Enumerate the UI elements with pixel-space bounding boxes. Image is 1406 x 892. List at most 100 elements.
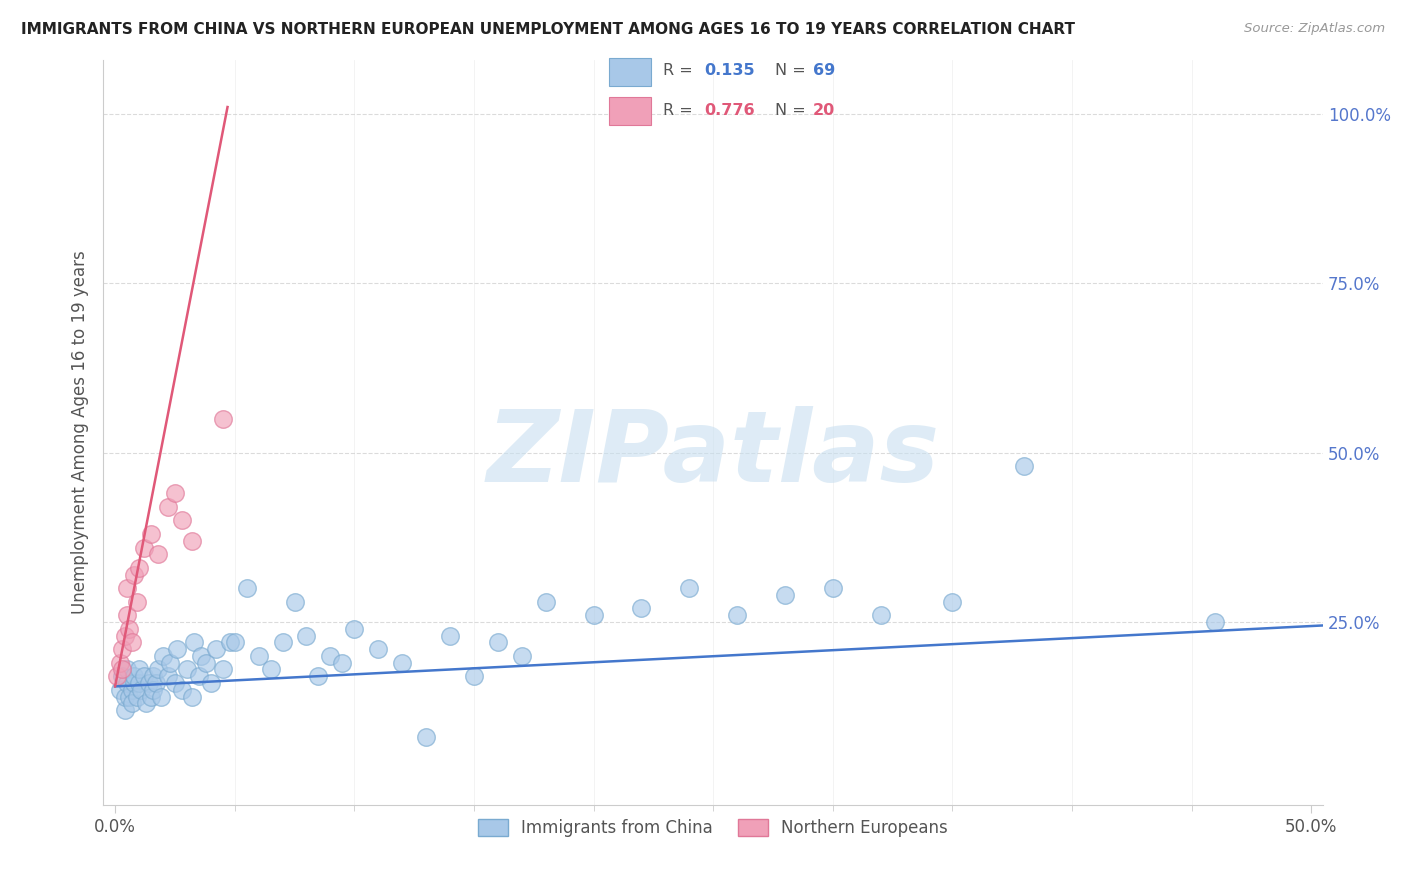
Point — [114, 703, 136, 717]
Text: N =: N = — [775, 63, 811, 78]
Point — [170, 513, 193, 527]
Point — [142, 669, 165, 683]
Point — [145, 676, 167, 690]
Point — [367, 642, 389, 657]
Point — [142, 682, 165, 697]
Point — [330, 656, 353, 670]
Point — [176, 663, 198, 677]
Text: Source: ZipAtlas.com: Source: ZipAtlas.com — [1244, 22, 1385, 36]
Point — [107, 669, 129, 683]
Point — [180, 690, 202, 704]
Point — [125, 595, 148, 609]
Point — [108, 682, 131, 697]
Point — [319, 648, 342, 663]
Bar — [609, 97, 651, 125]
Point — [180, 533, 202, 548]
Point — [139, 690, 162, 704]
Point — [131, 682, 153, 697]
Point — [678, 581, 700, 595]
Point — [1205, 615, 1227, 629]
Point — [111, 642, 134, 657]
Point — [163, 486, 186, 500]
Point — [211, 411, 233, 425]
Point — [190, 648, 212, 663]
Point — [121, 635, 143, 649]
Point — [271, 635, 294, 649]
Point — [869, 608, 891, 623]
Point — [118, 690, 141, 704]
Point — [187, 669, 209, 683]
Point — [146, 547, 169, 561]
Point — [111, 663, 134, 677]
Point — [195, 656, 218, 670]
Point — [121, 682, 143, 697]
Point — [115, 676, 138, 690]
Point — [211, 663, 233, 677]
Point — [115, 608, 138, 623]
Point — [132, 541, 155, 555]
Point — [166, 642, 188, 657]
Point — [114, 690, 136, 704]
Point — [283, 595, 305, 609]
Point — [114, 629, 136, 643]
Point — [139, 527, 162, 541]
Point — [630, 601, 652, 615]
Point — [224, 635, 246, 649]
Text: 0.776: 0.776 — [704, 103, 755, 118]
Legend: Immigrants from China, Northern Europeans: Immigrants from China, Northern European… — [470, 810, 956, 845]
Text: N =: N = — [775, 103, 811, 118]
Text: R =: R = — [662, 103, 697, 118]
Point — [200, 676, 222, 690]
Point — [170, 682, 193, 697]
Point — [122, 669, 145, 683]
Point — [128, 663, 150, 677]
Point — [941, 595, 963, 609]
Point — [486, 635, 509, 649]
Point — [773, 588, 796, 602]
Point — [122, 567, 145, 582]
Point — [463, 669, 485, 683]
Point — [156, 669, 179, 683]
Point — [259, 663, 281, 677]
Point — [582, 608, 605, 623]
Point — [128, 676, 150, 690]
Point — [725, 608, 748, 623]
Point — [156, 500, 179, 514]
Point — [391, 656, 413, 670]
Point — [295, 629, 318, 643]
Point — [135, 697, 157, 711]
Point — [132, 669, 155, 683]
Point — [118, 622, 141, 636]
Point — [534, 595, 557, 609]
Point — [510, 648, 533, 663]
Point — [152, 648, 174, 663]
Point — [343, 622, 366, 636]
Point — [159, 656, 181, 670]
Point — [128, 561, 150, 575]
Point — [122, 676, 145, 690]
Point — [163, 676, 186, 690]
Text: 20: 20 — [813, 103, 835, 118]
Point — [183, 635, 205, 649]
Point — [247, 648, 270, 663]
Point — [108, 656, 131, 670]
Point — [146, 663, 169, 677]
Point — [415, 731, 437, 745]
Point — [149, 690, 172, 704]
Point — [219, 635, 242, 649]
Point — [115, 663, 138, 677]
Point — [439, 629, 461, 643]
Point — [125, 690, 148, 704]
Bar — [609, 58, 651, 86]
Point — [115, 581, 138, 595]
Text: 69: 69 — [813, 63, 835, 78]
Text: 0.135: 0.135 — [704, 63, 755, 78]
Point — [204, 642, 226, 657]
Text: ZIPatlas: ZIPatlas — [486, 406, 939, 503]
Text: R =: R = — [662, 63, 697, 78]
Y-axis label: Unemployment Among Ages 16 to 19 years: Unemployment Among Ages 16 to 19 years — [72, 251, 89, 615]
Point — [1012, 459, 1035, 474]
Point — [307, 669, 329, 683]
Point — [121, 697, 143, 711]
Point — [235, 581, 257, 595]
